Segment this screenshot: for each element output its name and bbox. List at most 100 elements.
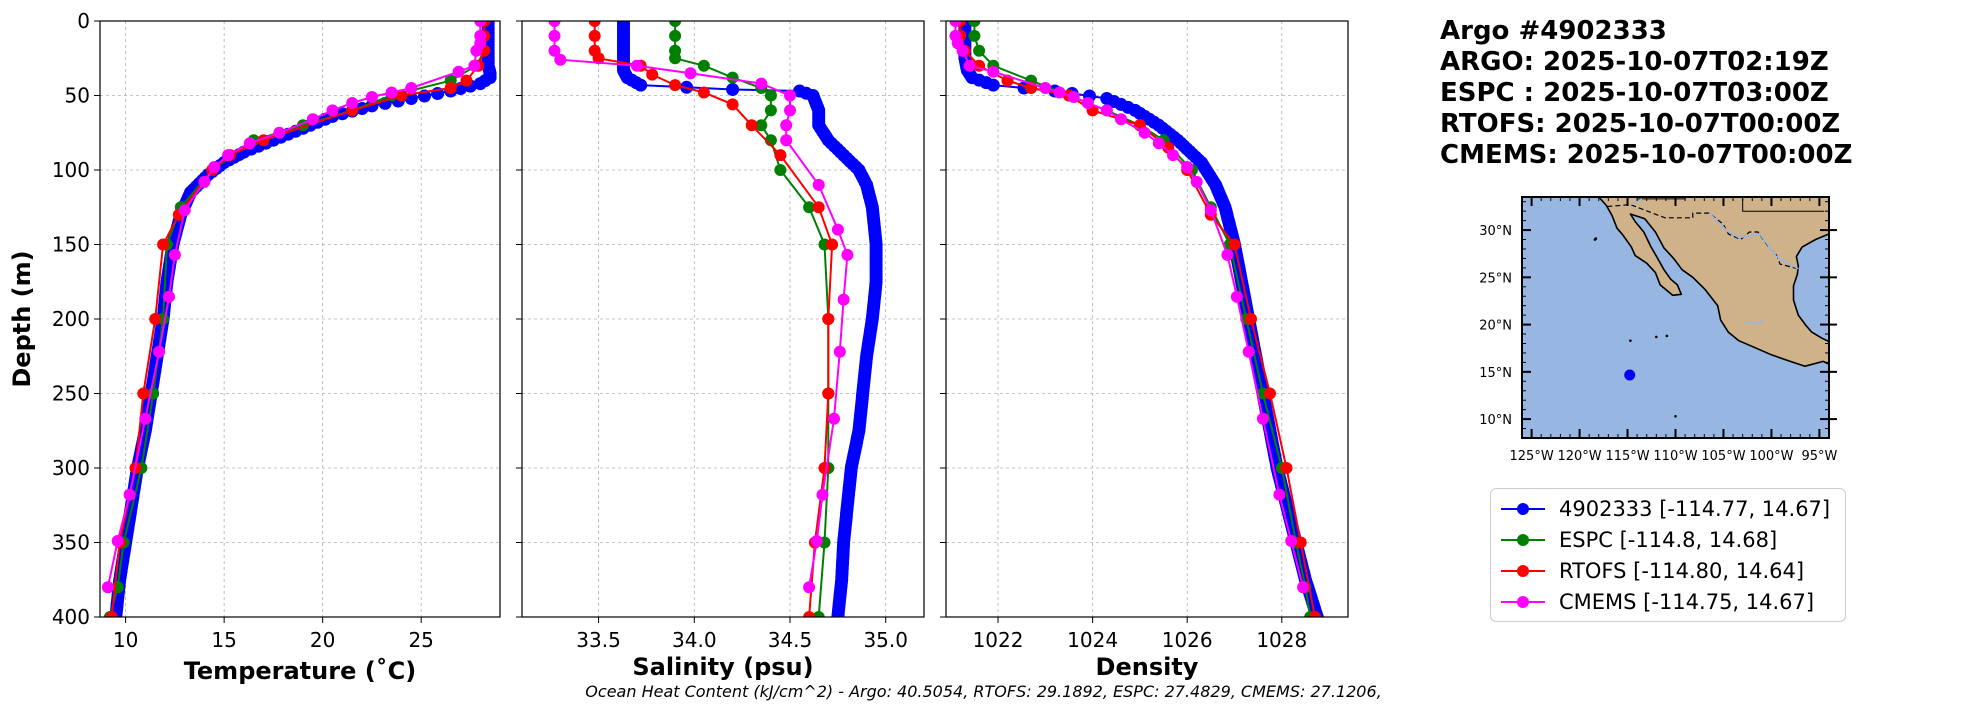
ytick-label: 0	[77, 9, 90, 33]
map-lon-label: 105°W	[1701, 449, 1745, 464]
marker-cmems	[1081, 97, 1094, 109]
marker-espc	[764, 89, 777, 102]
marker-cmems	[346, 97, 359, 109]
legend-entry-cmems: CMEMS [-114.75, 14.67]	[1499, 586, 1839, 617]
marker-espc	[669, 52, 682, 65]
series-line-cmems	[553, 21, 849, 588]
plot-area	[548, 21, 883, 617]
marker-rtofs	[1245, 313, 1257, 325]
marker-rtofs	[1228, 238, 1241, 251]
marker-cmems	[784, 104, 796, 117]
marker-cmems	[1067, 91, 1080, 103]
marker-cmems	[452, 65, 465, 78]
marker-rtofs	[137, 387, 150, 400]
marker-cmems	[139, 412, 152, 425]
map-land	[1598, 197, 1829, 367]
marker-cmems	[1053, 86, 1066, 99]
legend-swatch-espc	[1501, 533, 1545, 546]
marker-rtofs	[460, 74, 473, 87]
map-lat-label: 10°N	[1479, 413, 1512, 428]
legend-entry-espc: ESPC [-114.8, 14.68]	[1499, 524, 1839, 555]
marker-rtofs	[669, 79, 682, 92]
marker-rtofs	[588, 21, 601, 27]
marker-cmems	[365, 91, 378, 103]
marker-rtofs	[105, 611, 118, 617]
marker-cmems	[168, 248, 181, 261]
map-border	[1607, 203, 1799, 270]
marker-rtofs	[157, 238, 170, 251]
legend-label-argo: 4902333 [-114.77, 14.67]	[1559, 496, 1831, 521]
marker-cmems	[963, 59, 976, 72]
map-river	[1744, 320, 1765, 325]
marker-rtofs	[826, 238, 839, 251]
map-lon-label: 115°W	[1605, 449, 1649, 464]
legend-label-cmems: CMEMS [-114.75, 14.67]	[1559, 589, 1815, 614]
marker-cmems	[1242, 345, 1255, 358]
xtick-label: 1024	[1067, 628, 1118, 652]
marker-espc	[774, 164, 787, 176]
marker-cmems	[385, 86, 398, 99]
yaxis-label: Depth (m)	[8, 250, 36, 387]
map-lon-label: 95°W	[1801, 449, 1837, 464]
marker-espc	[968, 21, 981, 27]
series-line-argo	[114, 21, 492, 617]
panel-density: 1022 1024 1026 1028 Density	[940, 20, 1349, 681]
marker-argo	[634, 78, 648, 92]
xtick-label: 25	[408, 628, 433, 652]
marker-cmems	[1100, 104, 1113, 117]
map-float-marker	[1624, 369, 1636, 381]
marker-cmems	[243, 137, 256, 150]
series-cmems	[101, 21, 487, 594]
marker-cmems	[198, 175, 211, 188]
espc-time: ESPC : 2025-10-07T03:00Z	[1440, 78, 1829, 108]
ytick-label: 400	[52, 605, 90, 629]
marker-cmems	[1230, 290, 1243, 303]
xtick-label: 10	[113, 628, 138, 652]
marker-argo	[726, 83, 740, 96]
marker-rtofs	[395, 89, 408, 102]
marker-cmems	[1190, 175, 1203, 188]
map-island	[1655, 335, 1658, 339]
marker-cmems	[468, 59, 481, 72]
marker-cmems	[810, 535, 823, 547]
legend-swatch-argo	[1501, 502, 1545, 515]
map-island	[1674, 414, 1677, 418]
xaxis-label: Temperature (˚C)	[184, 657, 417, 685]
legend-swatch-rtofs	[1501, 564, 1545, 577]
marker-cmems	[780, 119, 793, 132]
marker-cmems	[101, 581, 114, 594]
marker-argo	[986, 78, 1000, 92]
marker-espc	[968, 29, 981, 42]
xtick-label: 33.5	[576, 628, 621, 652]
ytick-label: 100	[52, 158, 90, 182]
marker-cmems	[1115, 113, 1127, 126]
profile-panels: 10 15 20 25050100150200250300350400Temperat…	[8, 9, 1349, 685]
marker-cmems	[1138, 126, 1151, 139]
marker-cmems	[841, 248, 854, 261]
marker-rtofs	[812, 201, 825, 214]
marker-cmems	[474, 21, 487, 27]
map-lon-label: 120°W	[1557, 449, 1601, 464]
rtofs-time: RTOFS: 2025-10-07T00:00Z	[1440, 109, 1841, 139]
ohc-caption: Ocean Heat Content (kJ/cm^2) - Argo: 40.…	[585, 682, 1382, 701]
map-lon-label: 100°W	[1749, 449, 1793, 464]
xtick-label: 34.0	[672, 628, 717, 652]
ytick-label: 350	[52, 531, 90, 555]
marker-cmems	[630, 59, 643, 72]
marker-cmems	[1297, 581, 1310, 594]
marker-cmems	[684, 67, 697, 80]
marker-espc	[755, 119, 768, 132]
map-island	[1629, 339, 1632, 342]
xaxis-label: Density	[1096, 653, 1199, 681]
marker-cmems	[548, 21, 561, 27]
xtick-label: 15	[211, 628, 236, 652]
marker-cmems	[208, 161, 221, 173]
xtick-label: 35.0	[863, 628, 908, 652]
marker-rtofs	[588, 29, 601, 42]
map-river	[1631, 198, 1643, 206]
marker-cmems	[828, 412, 840, 425]
marker-espc	[697, 59, 710, 72]
marker-cmems	[306, 113, 319, 126]
ytick-label: 200	[52, 307, 90, 331]
